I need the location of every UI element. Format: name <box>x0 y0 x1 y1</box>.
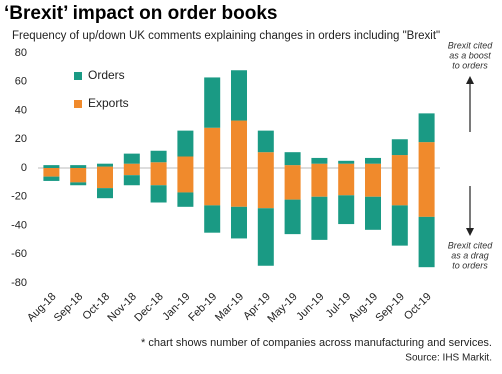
legend-swatch <box>74 100 82 108</box>
y-tick-label: 40 <box>15 104 27 116</box>
bar-segment <box>204 205 221 233</box>
bar-segment <box>204 168 221 206</box>
x-tick-label: Aug-19 <box>347 291 381 325</box>
bar-segment <box>150 168 167 186</box>
bar-segment <box>123 175 140 186</box>
bar-segment <box>231 206 247 239</box>
bar-segment <box>204 127 221 168</box>
bar-segment <box>177 130 194 157</box>
bar-segment <box>97 168 113 189</box>
bar-segment <box>97 166 113 168</box>
y-tick-label: -60 <box>11 248 27 260</box>
bar-segment <box>43 168 60 177</box>
bar-segment <box>418 168 435 217</box>
bar-segment <box>257 168 274 209</box>
bar-segment <box>231 70 247 121</box>
bar-segment <box>231 120 247 168</box>
bar-segment <box>311 168 328 197</box>
bar-segment <box>177 156 194 168</box>
bar-segment <box>150 185 167 203</box>
chart-subtitle: Frequency of up/down UK comments explain… <box>12 30 440 42</box>
legend-label: Orders <box>88 68 125 82</box>
annotation: Brexit cited <box>448 240 494 250</box>
annotation: to orders <box>452 260 488 270</box>
bar-segment <box>418 113 435 143</box>
bar-segment <box>338 195 355 225</box>
boost-arrowhead <box>466 76 474 84</box>
x-tick-label: Aug-18 <box>25 291 59 325</box>
footnote: * chart shows number of companies across… <box>141 337 492 349</box>
bar-segment <box>284 152 301 166</box>
bar-segment <box>418 142 435 168</box>
x-tick-label: May-19 <box>265 291 299 325</box>
bar-segment <box>338 163 355 168</box>
y-tick-label: -20 <box>11 191 27 203</box>
x-tick-label: Sep-19 <box>373 291 407 325</box>
bar-segment <box>70 168 87 183</box>
bar-segment <box>391 155 408 168</box>
bar-segment <box>365 157 381 164</box>
legend-label: Exports <box>88 96 129 110</box>
bar-segment <box>311 157 328 164</box>
bar-segment <box>97 188 113 199</box>
bar-segment <box>391 205 408 246</box>
bar-segment <box>338 168 355 196</box>
bar-segment <box>365 163 381 168</box>
bar-segment <box>43 176 60 181</box>
legend-swatch <box>74 72 82 80</box>
bar-segment <box>177 168 194 193</box>
bar-segment <box>284 165 301 168</box>
bar-segment <box>150 162 167 168</box>
bar-segment <box>231 168 247 207</box>
bar-segment <box>311 196 328 240</box>
bar-segment <box>150 150 167 163</box>
x-tick-label: Nov-18 <box>105 291 139 325</box>
bar-segment <box>284 168 301 200</box>
annotation: as a boost <box>449 50 491 60</box>
bar-segment <box>284 199 301 235</box>
bar-segment <box>257 130 274 153</box>
annotation: Brexit cited <box>448 40 494 50</box>
bar-segment <box>123 168 140 176</box>
x-tick-label: Feb-19 <box>186 291 219 324</box>
x-tick-label: Dec-18 <box>132 291 166 325</box>
y-tick-label: -80 <box>11 277 27 289</box>
bar-segment <box>338 160 355 164</box>
bar-segment <box>257 152 274 168</box>
bar-segment <box>204 77 221 128</box>
bar-segment <box>43 165 60 168</box>
bar-segment <box>365 168 381 197</box>
y-tick-label: 60 <box>15 76 27 88</box>
x-tick-label: Mar-19 <box>213 291 246 324</box>
bar-segment <box>311 163 328 168</box>
y-tick-label: -40 <box>11 219 27 231</box>
x-tick-label: Sep-18 <box>52 291 86 325</box>
x-tick-label: Jun-19 <box>294 291 326 323</box>
annotation: as a drag <box>451 250 489 260</box>
bar-segment <box>365 196 381 230</box>
y-tick-label: 20 <box>15 133 27 145</box>
bar-segment <box>177 192 194 207</box>
bar-segment <box>391 139 408 156</box>
bar-segment <box>123 163 140 168</box>
y-tick-label: 0 <box>21 162 27 174</box>
bar-segment <box>418 216 435 268</box>
x-tick-label: Oct-19 <box>402 291 434 323</box>
bar-segment <box>70 182 87 186</box>
bar-segment <box>123 153 140 164</box>
drag-arrowhead <box>466 228 474 236</box>
source: Source: IHS Markit. <box>405 353 492 364</box>
bar-segment <box>97 163 113 167</box>
bar-segment <box>391 168 408 206</box>
annotation: to orders <box>452 60 488 70</box>
y-tick-label: 80 <box>15 47 27 59</box>
bar-segment <box>70 165 87 168</box>
bar-segment <box>257 208 274 266</box>
chart-title: ‘Brexit’ impact on order books <box>4 3 277 24</box>
